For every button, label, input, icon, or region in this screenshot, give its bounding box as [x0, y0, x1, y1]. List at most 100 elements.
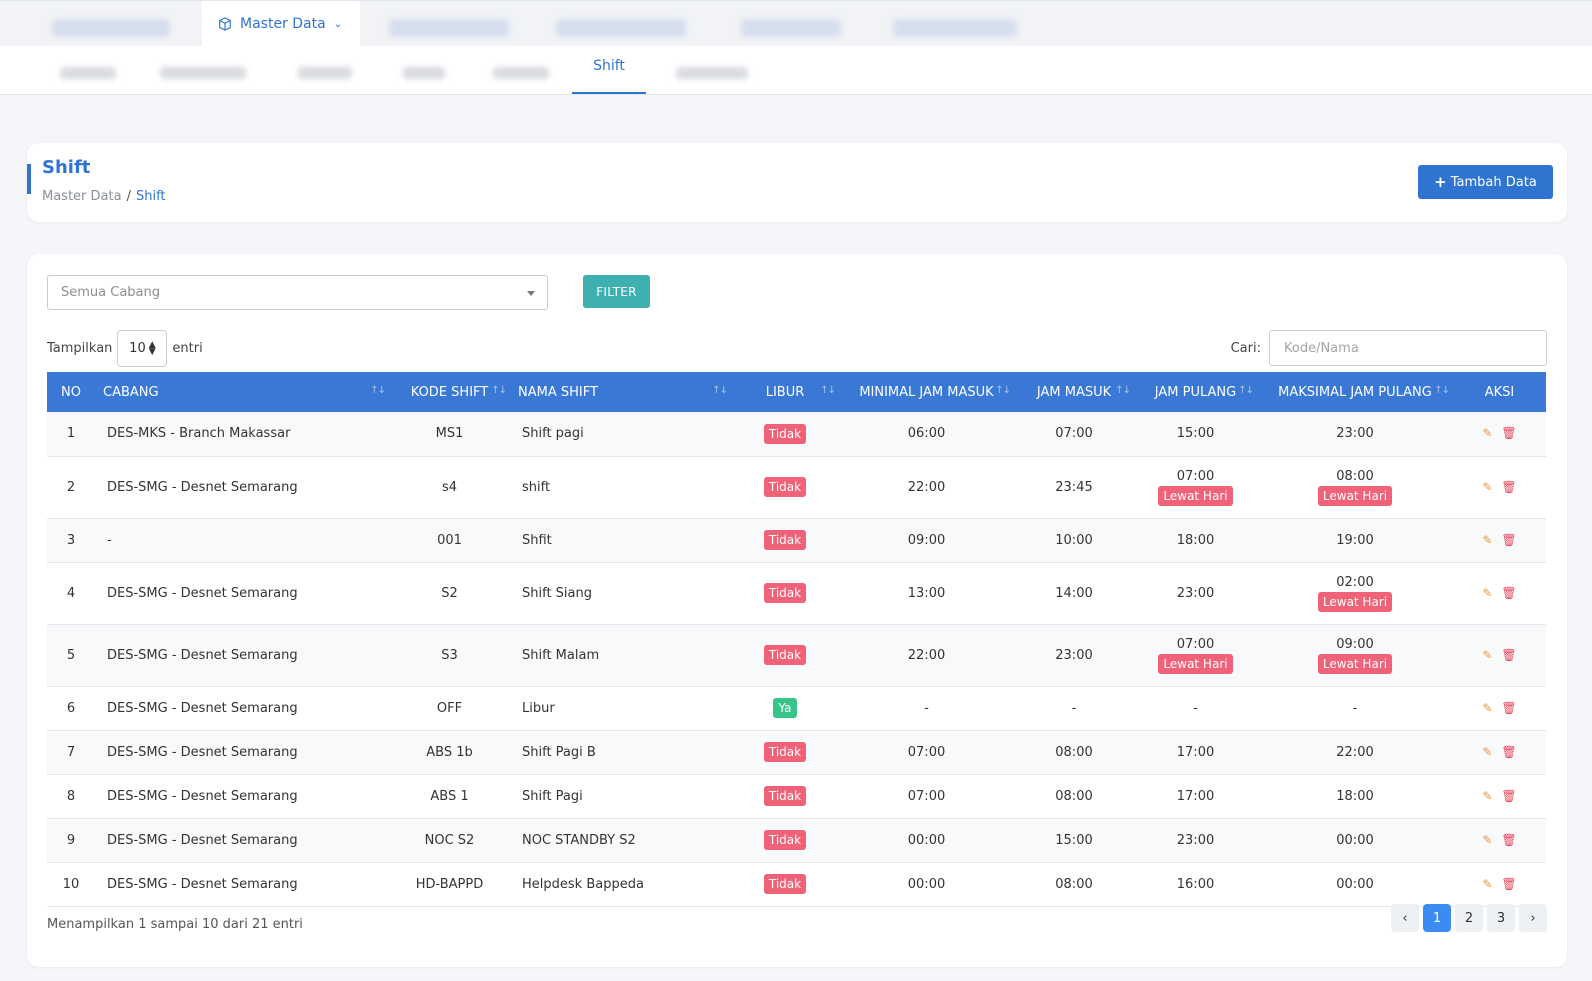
column-header-jam-masuk[interactable]: JAM MASUK ↑↓ [1014, 372, 1134, 412]
lewat-hari-badge: Lewat Hari [1317, 485, 1393, 506]
column-header-maksimal-jam-pulang[interactable]: MAKSIMAL JAM PULANG ↑↓ [1257, 372, 1453, 412]
cell-cabang: - [107, 532, 112, 548]
nav-menu-item-blurred[interactable] [389, 19, 509, 37]
sub-tab-blurred[interactable] [60, 67, 116, 79]
cell-cabang: DES-SMG - Desnet Semarang [107, 585, 298, 601]
sub-tab-blurred[interactable] [676, 67, 748, 79]
table-header-row: NO CABANG ↑↓ KODE SHIFT ↑↓ NAMA SHIFT ↑↓ LI… [47, 372, 1546, 412]
pagination-prev-button[interactable]: ‹ [1391, 904, 1419, 932]
cell-kode-shift: ABS 1 [430, 788, 469, 804]
pagination-page-2[interactable]: 2 [1455, 904, 1483, 932]
edit-icon[interactable]: ✎ [1482, 788, 1493, 803]
cell-no: 8 [66, 788, 76, 804]
tab-shift[interactable]: Shift [572, 46, 646, 94]
libur-badge: Tidak [763, 645, 807, 665]
entries-length-control: Tampilkan 10 ▲ ▼ entri [47, 330, 203, 367]
jam-pulang-value: - [1193, 700, 1198, 716]
trash-icon[interactable]: 🗑 [1501, 788, 1517, 803]
cell-maksimal-jam-pulang: 09:00 Lewat Hari [1257, 624, 1453, 686]
edit-icon[interactable]: ✎ [1482, 700, 1493, 715]
sub-tab-blurred[interactable] [403, 67, 445, 79]
column-header-cabang[interactable]: CABANG ↑↓ [95, 372, 389, 412]
column-header-libur[interactable]: LIBUR ↑↓ [731, 372, 839, 412]
breadcrumb-item-master-data[interactable]: Master Data [42, 189, 122, 204]
entries-length-select[interactable]: 10 ▲ ▼ [117, 330, 168, 367]
cell-aksi: ✎ 🗑 [1453, 456, 1546, 518]
cell-jam-masuk: 08:00 [1055, 876, 1093, 892]
length-prefix: Tampilkan [47, 341, 113, 356]
trash-icon[interactable]: 🗑 [1501, 479, 1517, 494]
maksimal-jam-pulang-value: - [1352, 700, 1358, 716]
edit-icon[interactable]: ✎ [1482, 832, 1493, 847]
filter-button[interactable]: FILTER [583, 275, 650, 308]
cell-minimal-jam-masuk: 09:00 [907, 532, 946, 548]
nav-menu-item-blurred[interactable] [52, 19, 170, 37]
cell-jam-pulang: 17:00 [1134, 774, 1257, 818]
nav-menu-item-blurred[interactable] [893, 19, 1017, 37]
cell-no: 10 [62, 876, 80, 892]
trash-icon[interactable]: 🗑 [1501, 532, 1517, 547]
trash-icon[interactable]: 🗑 [1501, 647, 1517, 662]
libur-badge: Tidak [763, 583, 807, 603]
column-header-jam-pulang[interactable]: JAM PULANG ↑↓ [1134, 372, 1257, 412]
cell-libur: Tidak [731, 862, 839, 906]
pagination-page-3[interactable]: 3 [1487, 904, 1515, 932]
trash-icon[interactable]: 🗑 [1501, 585, 1517, 600]
jam-pulang-value: 17:00 [1176, 788, 1215, 804]
sub-tab-blurred[interactable] [298, 67, 352, 79]
column-header-kode-shift[interactable]: KODE SHIFT ↑↓ [389, 372, 510, 412]
shift-table: NO CABANG ↑↓ KODE SHIFT ↑↓ NAMA SHIFT ↑↓ LI… [47, 372, 1546, 907]
nav-menu-item-blurred[interactable] [556, 19, 686, 37]
cell-libur: Tidak [731, 624, 839, 686]
search-input[interactable] [1269, 330, 1547, 366]
column-header-aksi: AKSI [1484, 384, 1515, 400]
cell-minimal-jam-masuk: 00:00 [907, 876, 946, 892]
trash-icon[interactable]: 🗑 [1501, 832, 1517, 847]
edit-icon[interactable]: ✎ [1482, 426, 1493, 441]
sort-icon: ↑↓ [1238, 385, 1254, 396]
cell-nama-shift: Helpdesk Bappeda [522, 876, 644, 892]
pagination-next-button[interactable]: › [1519, 904, 1547, 932]
edit-icon[interactable]: ✎ [1482, 744, 1493, 759]
nav-menu-item-blurred[interactable] [741, 19, 841, 37]
cell-nama-shift: Shift Pagi B [522, 744, 596, 760]
cell-jam-pulang: 23:00 [1134, 562, 1257, 624]
page-title: Shift [42, 157, 91, 178]
column-header-nama-shift[interactable]: NAMA SHIFT ↑↓ [510, 372, 731, 412]
maksimal-jam-pulang-value: 00:00 [1336, 876, 1374, 892]
edit-icon[interactable]: ✎ [1482, 876, 1493, 891]
cell-kode-shift: s4 [441, 479, 458, 495]
trash-icon[interactable]: 🗑 [1501, 700, 1517, 715]
cell-jam-masuk: 10:00 [1055, 532, 1093, 548]
branch-select[interactable]: Semua Cabang [47, 275, 548, 310]
sub-tab-blurred[interactable] [160, 67, 246, 79]
table-row: 2 DES-SMG - Desnet Semarang s4 shift Tidak 22… [47, 456, 1546, 518]
pagination-page-1[interactable]: 1 [1423, 904, 1451, 932]
trash-icon[interactable]: 🗑 [1501, 426, 1517, 441]
page-header-card: Shift Master Data / Shift + Tambah Data [27, 143, 1567, 222]
plus-icon: + [1434, 173, 1447, 191]
cell-minimal-jam-masuk: 00:00 [907, 832, 946, 848]
edit-icon[interactable]: ✎ [1482, 532, 1493, 547]
edit-icon[interactable]: ✎ [1482, 479, 1493, 494]
nav-menu-master-data[interactable]: Master Data ⌄ [202, 1, 360, 47]
cell-maksimal-jam-pulang: 18:00 [1257, 774, 1453, 818]
sub-tab-blurred[interactable] [493, 67, 549, 79]
table-row: 6 DES-SMG - Desnet Semarang OFF Libur Ya - - - -… [47, 686, 1546, 730]
edit-icon[interactable]: ✎ [1482, 647, 1493, 662]
sort-icon: ↑↓ [491, 385, 507, 396]
table-row: 8 DES-SMG - Desnet Semarang ABS 1 Shift Pag… [47, 774, 1546, 818]
column-header-minimal-jam-masuk[interactable]: MINIMAL JAM MASUK ↑↓ [839, 372, 1014, 412]
trash-icon[interactable]: 🗑 [1501, 744, 1517, 759]
cell-libur: Tidak [731, 412, 839, 456]
jam-pulang-value: 15:00 [1176, 426, 1215, 442]
libur-badge: Tidak [763, 423, 807, 444]
cell-minimal-jam-masuk: 22:00 [907, 479, 946, 495]
add-data-button[interactable]: + Tambah Data [1418, 165, 1553, 199]
nav-menu-label: Master Data [240, 16, 326, 32]
cell-kode-shift: S2 [441, 585, 458, 601]
column-header-label: CABANG [103, 384, 159, 400]
cell-cabang: DES-SMG - Desnet Semarang [107, 744, 298, 760]
edit-icon[interactable]: ✎ [1482, 585, 1493, 600]
trash-icon[interactable]: 🗑 [1501, 876, 1517, 891]
